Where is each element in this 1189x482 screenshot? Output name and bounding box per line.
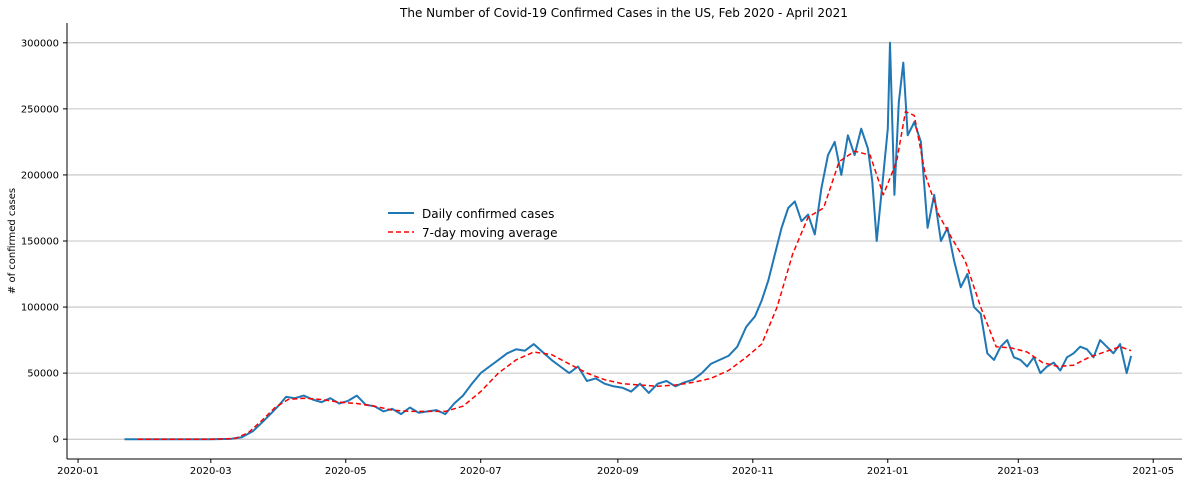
x-tick-label: 2020-09 [597,466,639,477]
y-tick-label: 100000 [21,303,59,314]
x-tick-label: 2020-07 [460,466,502,477]
series-line-daily [124,41,1133,441]
series-line-moving-average [137,110,1132,440]
x-tick-label: 2020-03 [190,466,232,477]
y-tick-label: 200000 [21,170,59,181]
y-tick-label: 0 [53,435,59,446]
x-tick-label: 2021-03 [997,466,1039,477]
series-group [124,41,1133,441]
x-tick-label: 2021-01 [867,466,909,477]
y-tick-label: 150000 [21,237,59,248]
legend: Daily confirmed cases 7-day moving avera… [388,207,557,240]
x-tick-label: 2021-05 [1132,466,1174,477]
legend-label-daily: Daily confirmed cases [422,207,554,221]
x-tick-label: 2020-01 [57,466,99,477]
gridlines [67,42,1182,440]
y-tick-label: 250000 [21,104,59,115]
x-tick-label: 2020-11 [732,466,774,477]
y-tick-label: 300000 [21,38,59,49]
ticks: 0 50000 100000 150000 200000 250000 300000 2020… [21,38,1174,477]
legend-label-average: 7-day moving average [422,226,557,240]
chart-title: The Number of Covid-19 Confirmed Cases i… [399,6,848,20]
y-axis-title: # of confirmed cases [7,188,18,294]
x-tick-label: 2020-05 [325,466,367,477]
y-tick-label: 50000 [27,369,59,380]
